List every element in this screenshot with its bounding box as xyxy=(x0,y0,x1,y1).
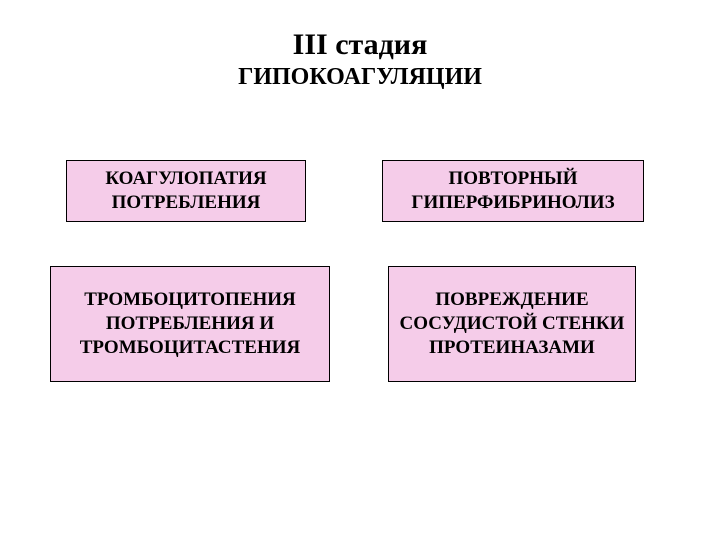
box-vascular-wall-damage: ПОВРЕЖДЕНИЕ СОСУДИСТОЙ СТЕНКИ ПРОТЕИНАЗА… xyxy=(388,266,636,382)
title-line-2: ГИПОКОАГУЛЯЦИИ xyxy=(0,64,720,91)
box-label: КОАГУЛОПАТИЯ ПОТРЕБЛЕНИЯ xyxy=(75,167,297,215)
title-line-1: III стадия xyxy=(0,28,720,62)
box-thrombocytopenia: ТРОМБОЦИТОПЕНИЯ ПОТРЕБЛЕНИЯ И ТРОМБОЦИТА… xyxy=(50,266,330,382)
slide-title: III стадия ГИПОКОАГУЛЯЦИИ xyxy=(0,0,720,91)
box-label: ПОВТОРНЫЙ ГИПЕРФИБРИНОЛИЗ xyxy=(391,167,635,215)
box-label: ПОВРЕЖДЕНИЕ СОСУДИСТОЙ СТЕНКИ ПРОТЕИНАЗА… xyxy=(397,288,627,359)
box-label: ТРОМБОЦИТОПЕНИЯ ПОТРЕБЛЕНИЯ И ТРОМБОЦИТА… xyxy=(59,288,321,359)
box-repeated-hyperfibrinolysis: ПОВТОРНЫЙ ГИПЕРФИБРИНОЛИЗ xyxy=(382,160,644,222)
box-coagulopathy-consumption: КОАГУЛОПАТИЯ ПОТРЕБЛЕНИЯ xyxy=(66,160,306,222)
